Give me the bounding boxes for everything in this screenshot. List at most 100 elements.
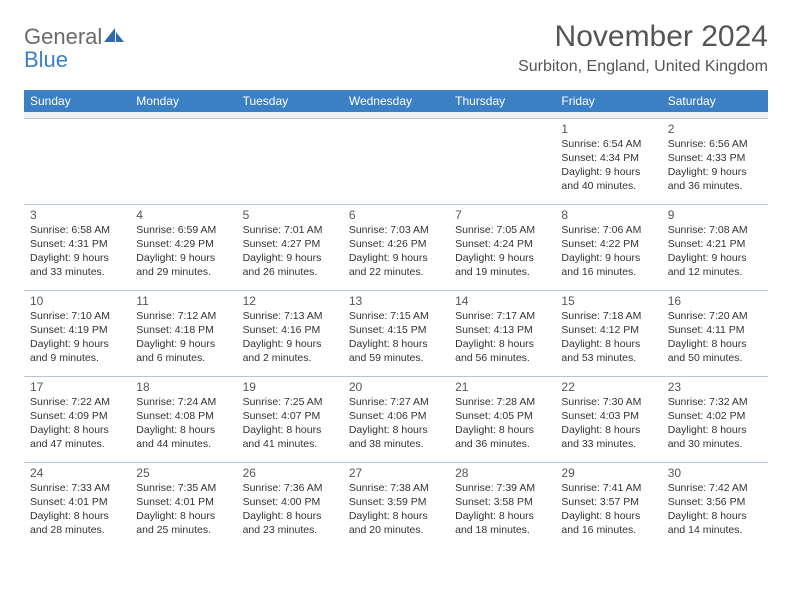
day-cell: 29Sunrise: 7:41 AMSunset: 3:57 PMDayligh… bbox=[555, 462, 661, 548]
daylight-line2: and 18 minutes. bbox=[455, 524, 530, 536]
sunrise: Sunrise: 7:36 AM bbox=[243, 482, 323, 494]
day-number: 3 bbox=[30, 208, 124, 222]
sunset: Sunset: 4:19 PM bbox=[30, 324, 108, 336]
daylight-line2: and 40 minutes. bbox=[561, 180, 636, 192]
day-cell: 8Sunrise: 7:06 AMSunset: 4:22 PMDaylight… bbox=[555, 204, 661, 290]
sunset: Sunset: 3:58 PM bbox=[455, 496, 533, 508]
day-cell bbox=[449, 118, 555, 204]
day-info: Sunrise: 6:54 AMSunset: 4:34 PMDaylight:… bbox=[561, 137, 655, 194]
daylight-line2: and 16 minutes. bbox=[561, 524, 636, 536]
sunset: Sunset: 4:05 PM bbox=[455, 410, 533, 422]
sunset: Sunset: 4:03 PM bbox=[561, 410, 639, 422]
sunset: Sunset: 4:15 PM bbox=[349, 324, 427, 336]
daylight-line1: Daylight: 8 hours bbox=[136, 424, 215, 436]
day-info: Sunrise: 7:38 AMSunset: 3:59 PMDaylight:… bbox=[349, 481, 443, 538]
daylight-line1: Daylight: 8 hours bbox=[455, 338, 534, 350]
sunset: Sunset: 4:33 PM bbox=[668, 152, 746, 164]
day-info: Sunrise: 6:59 AMSunset: 4:29 PMDaylight:… bbox=[136, 223, 230, 280]
daylight-line1: Daylight: 9 hours bbox=[561, 166, 640, 178]
daylight-line1: Daylight: 9 hours bbox=[136, 338, 215, 350]
daylight-line2: and 29 minutes. bbox=[136, 266, 211, 278]
day-header: Sunday bbox=[24, 90, 130, 112]
daylight-line2: and 41 minutes. bbox=[243, 438, 318, 450]
daylight-line2: and 33 minutes. bbox=[30, 266, 105, 278]
daylight-line1: Daylight: 9 hours bbox=[243, 252, 322, 264]
daylight-line2: and 26 minutes. bbox=[243, 266, 318, 278]
sunset: Sunset: 4:01 PM bbox=[30, 496, 108, 508]
week-row: 10 Sunrise: 7:10 AM Sunset: 4:19 PM Dayligh… bbox=[24, 290, 768, 376]
logo-text-general: General bbox=[24, 24, 102, 49]
day-cell: 22Sunrise: 7:30 AMSunset: 4:03 PMDayligh… bbox=[555, 376, 661, 462]
location: Surbiton, England, United Kingdom bbox=[518, 58, 768, 76]
day-info: Sunrise: 7:30 AMSunset: 4:03 PMDaylight:… bbox=[561, 395, 655, 452]
day-number: 16 bbox=[668, 294, 762, 308]
logo-sail-icon bbox=[104, 28, 126, 44]
sunrise: Sunrise: 7:13 AM bbox=[243, 310, 323, 322]
daylight-line1: Daylight: 8 hours bbox=[455, 424, 534, 436]
sunset: Sunset: 3:57 PM bbox=[561, 496, 639, 508]
daylight-line2: and 22 minutes. bbox=[349, 266, 424, 278]
day-cell: 17Sunrise: 7:22 AMSunset: 4:09 PMDayligh… bbox=[24, 376, 130, 462]
daylight-line2: and 12 minutes. bbox=[668, 266, 743, 278]
daylight-line2: and 16 minutes. bbox=[561, 266, 636, 278]
day-info: Sunrise: 6:58 AMSunset: 4:31 PMDaylight:… bbox=[30, 223, 124, 280]
day-cell: 1Sunrise: 6:54 AMSunset: 4:34 PMDaylight… bbox=[555, 118, 661, 204]
day-info: Sunrise: 7:20 AMSunset: 4:11 PMDaylight:… bbox=[668, 309, 762, 366]
day-number: 12 bbox=[243, 294, 337, 308]
day-cell: 12Sunrise: 7:13 AMSunset: 4:16 PMDayligh… bbox=[237, 290, 343, 376]
sunrise: Sunrise: 7:10 AM bbox=[30, 310, 110, 322]
day-number: 21 bbox=[455, 380, 549, 394]
day-cell: 14Sunrise: 7:17 AMSunset: 4:13 PMDayligh… bbox=[449, 290, 555, 376]
day-cell: 5Sunrise: 7:01 AMSunset: 4:27 PMDaylight… bbox=[237, 204, 343, 290]
sunrise: Sunrise: 7:25 AM bbox=[243, 396, 323, 408]
day-info: Sunrise: 7:17 AMSunset: 4:13 PMDaylight:… bbox=[455, 309, 549, 366]
day-number: 30 bbox=[668, 466, 762, 480]
day-info: Sunrise: 7:27 AMSunset: 4:06 PMDaylight:… bbox=[349, 395, 443, 452]
day-number: 8 bbox=[561, 208, 655, 222]
calendar-table: SundayMondayTuesdayWednesdayThursdayFrid… bbox=[24, 90, 768, 548]
day-header: Tuesday bbox=[237, 90, 343, 112]
day-cell: 10Sunrise: 7:10 AMSunset: 4:19 PMDayligh… bbox=[24, 290, 130, 376]
day-info: Sunrise: 7:10 AMSunset: 4:19 PMDaylight:… bbox=[30, 309, 124, 366]
day-cell: 30Sunrise: 7:42 AMSunset: 3:56 PMDayligh… bbox=[662, 462, 768, 548]
day-info: Sunrise: 7:06 AMSunset: 4:22 PMDaylight:… bbox=[561, 223, 655, 280]
sunset: Sunset: 4:08 PM bbox=[136, 410, 214, 422]
day-number: 19 bbox=[243, 380, 337, 394]
sunrise: Sunrise: 7:06 AM bbox=[561, 224, 641, 236]
day-number: 10 bbox=[30, 294, 124, 308]
daylight-line1: Daylight: 8 hours bbox=[349, 338, 428, 350]
day-info: Sunrise: 7:08 AMSunset: 4:21 PMDaylight:… bbox=[668, 223, 762, 280]
day-number: 14 bbox=[455, 294, 549, 308]
daylight-line1: Daylight: 8 hours bbox=[561, 424, 640, 436]
daylight-line1: Daylight: 8 hours bbox=[561, 510, 640, 522]
sunset: Sunset: 4:09 PM bbox=[30, 410, 108, 422]
day-header: Wednesday bbox=[343, 90, 449, 112]
day-info: Sunrise: 7:32 AMSunset: 4:02 PMDaylight:… bbox=[668, 395, 762, 452]
day-cell: 24Sunrise: 7:33 AMSunset: 4:01 PMDayligh… bbox=[24, 462, 130, 548]
day-cell: 20Sunrise: 7:27 AMSunset: 4:06 PMDayligh… bbox=[343, 376, 449, 462]
daylight-line1: Daylight: 9 hours bbox=[668, 252, 747, 264]
sunrise: Sunrise: 7:24 AM bbox=[136, 396, 216, 408]
daylight-line2: and 19 minutes. bbox=[455, 266, 530, 278]
daylight-line2: and 50 minutes. bbox=[668, 352, 743, 364]
day-cell: 27Sunrise: 7:38 AMSunset: 3:59 PMDayligh… bbox=[343, 462, 449, 548]
day-cell: 7Sunrise: 7:05 AMSunset: 4:24 PMDaylight… bbox=[449, 204, 555, 290]
day-number: 18 bbox=[136, 380, 230, 394]
sunset: Sunset: 4:31 PM bbox=[30, 238, 108, 250]
month-title: November 2024 bbox=[518, 20, 768, 54]
day-number: 2 bbox=[668, 122, 762, 136]
daylight-line1: Daylight: 9 hours bbox=[561, 252, 640, 264]
sunset: Sunset: 4:11 PM bbox=[668, 324, 745, 336]
day-cell: 23Sunrise: 7:32 AMSunset: 4:02 PMDayligh… bbox=[662, 376, 768, 462]
daylight-line2: and 38 minutes. bbox=[349, 438, 424, 450]
sunset: Sunset: 4:29 PM bbox=[136, 238, 214, 250]
sunrise: Sunrise: 7:18 AM bbox=[561, 310, 641, 322]
logo: General Blue bbox=[24, 20, 126, 72]
daylight-line1: Daylight: 8 hours bbox=[136, 510, 215, 522]
day-cell: 4Sunrise: 6:59 AMSunset: 4:29 PMDaylight… bbox=[130, 204, 236, 290]
daylight-line1: Daylight: 8 hours bbox=[30, 424, 109, 436]
daylight-line1: Daylight: 8 hours bbox=[243, 510, 322, 522]
day-cell bbox=[24, 118, 130, 204]
day-cell: 3Sunrise: 6:58 AMSunset: 4:31 PMDaylight… bbox=[24, 204, 130, 290]
sunrise: Sunrise: 7:41 AM bbox=[561, 482, 641, 494]
